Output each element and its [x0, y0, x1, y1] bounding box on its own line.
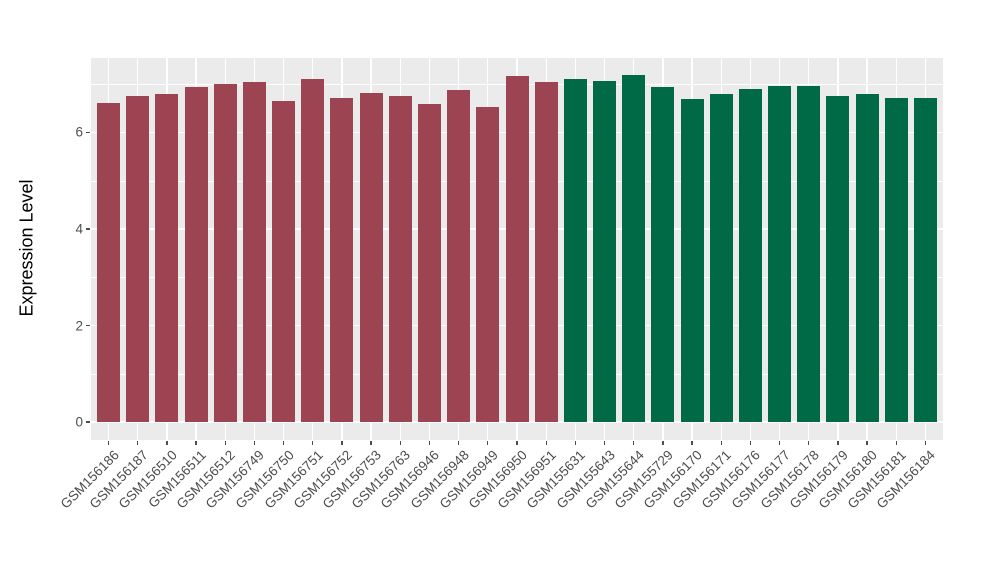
x-tick-mark: [662, 440, 664, 445]
bar: [213, 83, 237, 423]
bar: [680, 98, 704, 423]
x-tick-mark: [137, 440, 139, 445]
x-tick-mark: [924, 440, 927, 445]
x-tick-mark: [749, 440, 752, 445]
bar: [242, 82, 266, 423]
x-tick-mark: [778, 440, 781, 445]
x-tick-mark: [166, 440, 168, 445]
bar: [155, 94, 179, 423]
x-tick-mark: [312, 440, 314, 445]
y-tick-mark: [85, 228, 90, 230]
x-tick-mark: [574, 440, 576, 445]
x-tick-mark: [545, 440, 547, 445]
bar: [301, 79, 325, 423]
x-tick-mark: [837, 440, 839, 445]
y-tick-label: 2: [75, 317, 83, 333]
x-tick-mark: [428, 440, 431, 445]
x-tick-mark: [603, 440, 606, 445]
bar: [505, 75, 529, 423]
x-tick-mark: [516, 440, 518, 445]
bar: [913, 97, 937, 423]
x-tick-mark: [107, 440, 110, 445]
x-tick-mark: [253, 440, 256, 445]
bar: [330, 98, 354, 423]
bar: [126, 95, 150, 423]
bar: [622, 74, 646, 423]
y-tick-mark: [85, 131, 90, 133]
y-tick-label: 0: [75, 414, 83, 430]
x-tick-mark: [282, 440, 285, 445]
bar: [738, 89, 762, 423]
x-tick-mark: [224, 440, 226, 445]
bar: [884, 98, 908, 423]
bar: [651, 87, 675, 423]
x-tick-mark: [457, 440, 460, 445]
y-tick-label: 6: [75, 124, 83, 140]
plot-panel: [91, 57, 943, 440]
x-tick-mark: [720, 440, 722, 445]
bar: [709, 93, 733, 423]
x-tick-mark: [487, 440, 489, 445]
x-tick-mark: [633, 440, 635, 445]
y-tick-mark: [85, 324, 90, 327]
bar: [184, 87, 208, 423]
x-tick-mark: [866, 440, 868, 445]
bar: [826, 95, 850, 423]
x-tick-mark: [341, 440, 343, 445]
bar: [388, 96, 412, 423]
bar: [534, 81, 558, 423]
x-tick-mark: [691, 440, 693, 445]
y-tick-label: 4: [75, 221, 83, 237]
bar: [768, 85, 792, 423]
y-tick-mark: [85, 421, 90, 423]
bar: [476, 107, 500, 423]
bar: [417, 103, 441, 423]
major-gridline: [91, 421, 943, 423]
bar: [797, 86, 821, 423]
bar: [855, 93, 879, 423]
bar: [97, 103, 120, 423]
bar: [563, 78, 587, 423]
bar: [593, 80, 617, 423]
bar: [359, 93, 383, 423]
x-tick-mark: [370, 440, 372, 445]
x-tick-mark: [895, 440, 897, 445]
y-axis-title: Expression Level: [16, 179, 37, 317]
x-tick-mark: [399, 440, 401, 445]
bar: [272, 101, 296, 423]
x-tick-mark: [195, 440, 197, 445]
bar: [447, 90, 471, 423]
x-tick-mark: [808, 440, 810, 445]
